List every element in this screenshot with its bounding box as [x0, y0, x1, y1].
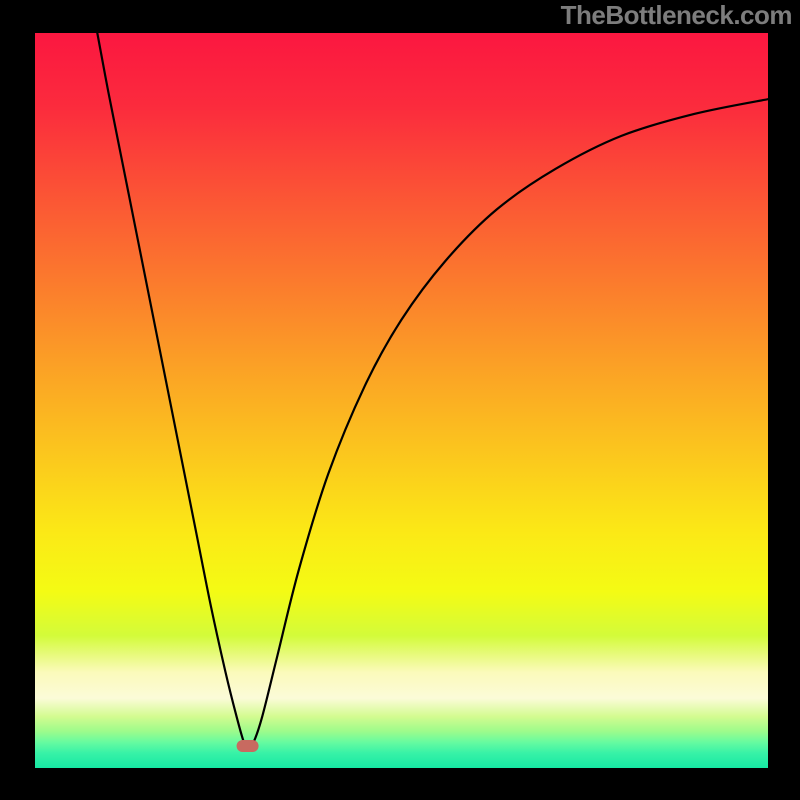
bottleneck-chart — [35, 33, 768, 768]
plot-area — [35, 33, 768, 768]
gradient-background — [35, 33, 768, 768]
vertex-marker — [237, 740, 259, 752]
watermark-text: TheBottleneck.com — [561, 0, 792, 31]
